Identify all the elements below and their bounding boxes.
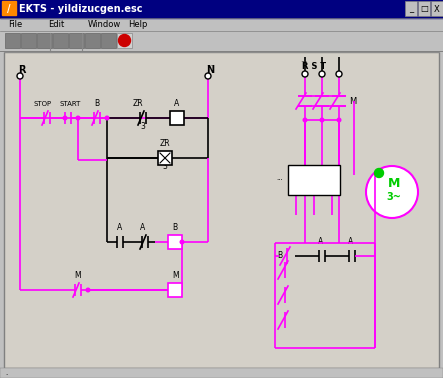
Text: R: R [18,65,26,75]
Text: Edit: Edit [48,20,64,29]
Bar [5,33,20,48]
Circle shape [63,116,67,120]
Circle shape [302,71,308,77]
Text: 3: 3 [140,122,145,131]
Bar [0,368,443,378]
Text: B: B [277,251,282,260]
Text: X: X [434,5,440,14]
Text: START: START [60,101,82,107]
Text: A: A [117,223,122,232]
Bar [4,52,439,368]
Circle shape [17,73,23,79]
Text: R S T: R S T [302,62,326,71]
Circle shape [118,34,131,46]
Text: A: A [140,223,145,232]
Text: .: . [5,370,7,376]
Bar [288,165,340,195]
Text: N: N [206,65,214,75]
Bar [418,1,430,16]
Circle shape [180,240,184,244]
Text: Window: Window [88,20,121,29]
Text: ...: ... [276,175,283,181]
Text: B: B [172,223,177,232]
Circle shape [337,118,341,122]
Text: File: File [8,20,22,29]
Text: ZR: ZR [160,139,171,148]
Text: ...: ... [300,55,307,64]
Text: □: □ [420,5,428,14]
Circle shape [320,118,324,122]
Bar [168,235,182,249]
Text: /: / [7,4,11,14]
Bar [431,1,443,16]
Text: U V W: U V W [292,172,311,178]
Circle shape [336,71,342,77]
Text: ...: ... [206,59,213,68]
Bar [170,111,184,125]
Bar [158,151,172,165]
Bar [405,1,417,16]
Bar [2,1,16,15]
Bar [168,283,182,297]
Text: _: _ [409,5,413,14]
Circle shape [205,73,211,79]
Circle shape [303,118,307,122]
Circle shape [86,288,90,292]
Circle shape [105,116,109,120]
Circle shape [374,169,384,178]
Bar [101,33,116,48]
Circle shape [366,166,418,218]
Bar [0,18,443,31]
Bar [69,33,84,48]
Text: B: B [94,99,99,108]
Bar [37,33,52,48]
Text: M: M [349,96,356,105]
Text: M: M [172,271,179,280]
Circle shape [76,116,80,120]
Bar [0,31,443,51]
Text: A: A [174,99,179,108]
Text: A: A [318,237,323,246]
Text: STOP: STOP [34,101,52,107]
Text: M: M [74,271,81,280]
Text: 3~: 3~ [387,192,401,202]
Bar [53,33,68,48]
Text: Help: Help [128,20,148,29]
Text: A: A [348,237,353,246]
Text: ZR: ZR [133,99,144,108]
Text: ...: ... [18,59,25,68]
Bar [85,33,100,48]
Text: M: M [388,177,400,190]
Text: EKTS - yildizucgen.esc: EKTS - yildizucgen.esc [19,4,143,14]
Text: Z X Y: Z X Y [292,184,308,189]
Text: 3: 3 [163,162,167,171]
Bar [21,33,36,48]
Bar [117,33,132,48]
Circle shape [319,71,325,77]
Bar [0,0,443,18]
